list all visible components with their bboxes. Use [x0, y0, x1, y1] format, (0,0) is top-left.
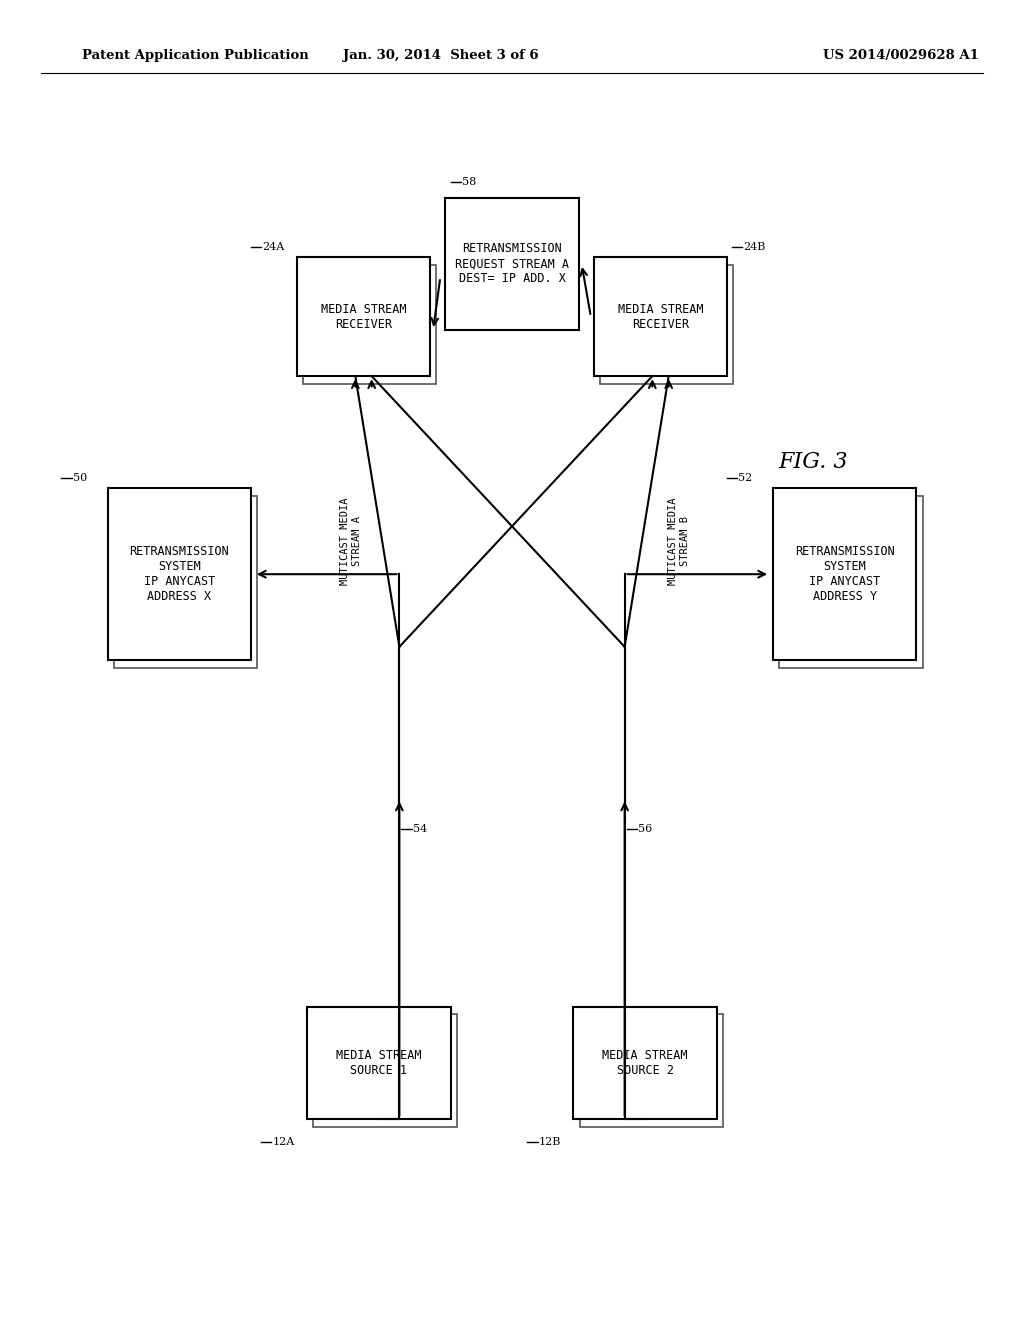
Text: FIG. 3: FIG. 3: [778, 451, 848, 473]
Text: US 2014/0029628 A1: US 2014/0029628 A1: [823, 49, 979, 62]
FancyBboxPatch shape: [108, 488, 251, 660]
Text: MEDIA STREAM
RECEIVER: MEDIA STREAM RECEIVER: [617, 302, 703, 331]
FancyBboxPatch shape: [573, 1006, 717, 1119]
Text: 54: 54: [413, 824, 427, 834]
Text: MEDIA STREAM
RECEIVER: MEDIA STREAM RECEIVER: [321, 302, 407, 331]
FancyBboxPatch shape: [297, 257, 430, 376]
Text: RETRANSMISSION
SYSTEM
IP ANYCAST
ADDRESS Y: RETRANSMISSION SYSTEM IP ANYCAST ADDRESS…: [795, 545, 895, 603]
Text: 12A: 12A: [272, 1138, 295, 1147]
Text: RETRANSMISSION
REQUEST STREAM A
DEST= IP ADD. X: RETRANSMISSION REQUEST STREAM A DEST= IP…: [455, 243, 569, 285]
FancyBboxPatch shape: [779, 496, 923, 668]
FancyBboxPatch shape: [307, 1006, 451, 1119]
FancyBboxPatch shape: [773, 488, 916, 660]
Text: Patent Application Publication: Patent Application Publication: [82, 49, 308, 62]
Text: MUTICAST MEDIA
STREAM A: MUTICAST MEDIA STREAM A: [340, 498, 362, 585]
FancyBboxPatch shape: [114, 496, 257, 668]
Text: RETRANSMISSION
SYSTEM
IP ANYCAST
ADDRESS X: RETRANSMISSION SYSTEM IP ANYCAST ADDRESS…: [129, 545, 229, 603]
Text: MEDIA STREAM
SOURCE 2: MEDIA STREAM SOURCE 2: [602, 1048, 688, 1077]
FancyBboxPatch shape: [580, 1014, 723, 1127]
FancyBboxPatch shape: [303, 265, 436, 384]
Text: 12B: 12B: [539, 1138, 561, 1147]
FancyBboxPatch shape: [600, 265, 733, 384]
Text: 52: 52: [738, 473, 753, 483]
Text: MUTICAST MEDIA
STREAM B: MUTICAST MEDIA STREAM B: [668, 498, 690, 585]
Text: 50: 50: [73, 473, 87, 483]
FancyBboxPatch shape: [445, 198, 579, 330]
Text: MEDIA STREAM
SOURCE 1: MEDIA STREAM SOURCE 1: [336, 1048, 422, 1077]
Text: 56: 56: [638, 824, 652, 834]
FancyBboxPatch shape: [594, 257, 727, 376]
Text: Jan. 30, 2014  Sheet 3 of 6: Jan. 30, 2014 Sheet 3 of 6: [342, 49, 539, 62]
FancyBboxPatch shape: [313, 1014, 457, 1127]
Text: 58: 58: [462, 177, 476, 187]
Text: 24B: 24B: [743, 242, 766, 252]
Text: 24A: 24A: [262, 242, 285, 252]
